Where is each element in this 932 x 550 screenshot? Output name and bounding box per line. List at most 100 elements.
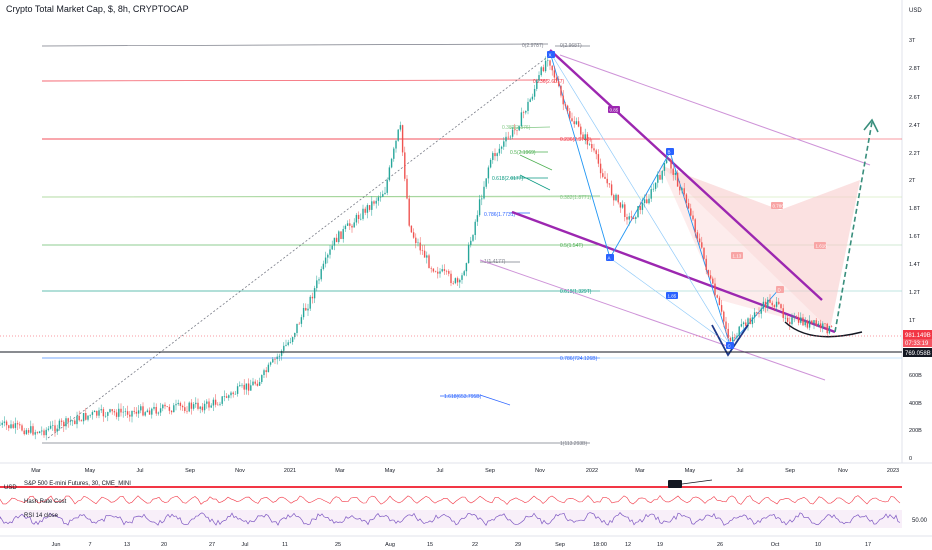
- candle-body: [426, 255, 428, 258]
- candle-body: [133, 410, 135, 412]
- candle-body: [648, 198, 650, 204]
- v-bottom-marker[interactable]: [711, 324, 749, 357]
- candle-body: [126, 411, 129, 415]
- indicator-spx-label[interactable]: S&P 500 E-mini Futures, 30, CME_MINI: [24, 481, 131, 487]
- candle-body: [366, 205, 369, 213]
- time-tick: Jul: [736, 468, 743, 474]
- candle-body: [591, 144, 593, 149]
- candle-body: [714, 283, 716, 296]
- candle-body: [573, 121, 575, 125]
- indicator-rsi-label[interactable]: RSI 14 close: [24, 513, 59, 519]
- candle-body: [344, 225, 347, 230]
- candle-body: [775, 301, 778, 307]
- candle-body: [679, 186, 681, 191]
- fib-retracement[interactable]: [41, 43, 902, 444]
- candle-body: [287, 342, 289, 345]
- candle-body: [379, 196, 382, 198]
- candle-body: [327, 254, 329, 258]
- candle-body: [485, 178, 487, 187]
- candle-body: [335, 237, 338, 243]
- candle-body: [822, 323, 824, 329]
- candle-body: [19, 424, 21, 426]
- candle-body: [637, 206, 639, 218]
- candle-body: [417, 242, 419, 244]
- candle-body: [547, 60, 549, 61]
- candle-body: [553, 70, 556, 78]
- candle-body: [474, 221, 476, 236]
- candle-body: [566, 105, 569, 112]
- price-axis-bg: [902, 0, 932, 550]
- candle-body: [476, 215, 479, 222]
- pattern-badge-label: 1.618: [816, 244, 828, 249]
- candle-body: [758, 313, 760, 314]
- channel-top-line[interactable]: [549, 49, 823, 301]
- candle-body: [830, 326, 833, 327]
- time-tick: Nov: [235, 468, 245, 474]
- price-tick: 2.4T: [909, 123, 921, 129]
- candle-body: [481, 198, 483, 200]
- candle-body: [373, 201, 375, 204]
- fib-level-label: 0.786(1.7731): [484, 212, 515, 218]
- candle-body: [60, 420, 63, 422]
- candle-body: [456, 278, 459, 283]
- trend-dotted-line[interactable]: [47, 54, 551, 439]
- rsi-pane: [0, 512, 901, 526]
- candle-body: [602, 173, 604, 177]
- candle-body: [415, 237, 417, 244]
- candle-body: [674, 172, 677, 175]
- candle-body: [448, 271, 450, 274]
- candle-body: [764, 301, 767, 308]
- harmonic-pattern-fill-2[interactable]: [660, 165, 830, 330]
- candle-body: [353, 222, 355, 228]
- price-tick: 1.6T: [909, 234, 921, 240]
- candle-body: [657, 174, 659, 183]
- candle-body: [82, 412, 85, 422]
- candle-body: [472, 235, 474, 241]
- candle-body: [527, 101, 529, 111]
- indicator-hashrate-label[interactable]: Hash Rate Cost: [24, 499, 67, 505]
- outer-channel-bottom[interactable]: [479, 259, 826, 381]
- candle-body: [652, 188, 655, 190]
- pattern-badge: [666, 292, 678, 299]
- fib-level-line[interactable]: [509, 126, 551, 129]
- candle-body: [382, 194, 384, 197]
- candle-body: [683, 188, 685, 195]
- bottom-time-axis: Jun 7 13 20 27 Jul 11 25 Aug 15 22 29 Sep 18:00 12 19 26…: [52, 542, 872, 548]
- rsi-level: 50.00: [912, 518, 928, 524]
- candle-body: [826, 323, 828, 334]
- candle-body: [762, 301, 765, 309]
- channel-bottom-line[interactable]: [511, 210, 836, 334]
- time-tick: 2023: [887, 468, 899, 474]
- fib-level-line[interactable]: [41, 79, 549, 82]
- price-tick: 2.2T: [909, 151, 921, 157]
- candle-body: [450, 273, 452, 284]
- candle-body: [230, 392, 232, 396]
- candle-body: [137, 410, 140, 414]
- projection-arrow[interactable]: [834, 121, 873, 333]
- fib-level-line[interactable]: [41, 43, 549, 47]
- candle-body: [432, 268, 435, 272]
- candle-body: [544, 60, 547, 72]
- candle-body: [52, 425, 54, 426]
- bottom-time-tick: 15: [427, 542, 433, 548]
- fib-level-label: 0.236(2.6077): [533, 79, 564, 85]
- candle-body: [199, 406, 201, 409]
- candle-body: [192, 404, 195, 409]
- pattern-badge: [771, 202, 783, 209]
- outer-channel-top[interactable]: [559, 54, 871, 166]
- candle-body: [740, 324, 743, 327]
- candle-body: [151, 408, 153, 415]
- fib-level-label: 0.382(1.8771): [560, 195, 591, 201]
- candle-body: [58, 420, 61, 429]
- candle-body: [619, 202, 622, 208]
- hashrate-line: [0, 495, 901, 505]
- candle-body: [800, 317, 802, 323]
- candle-body: [593, 148, 595, 151]
- candle-body: [241, 384, 243, 386]
- bottom-time-tick: Jul: [241, 542, 248, 548]
- candle-body: [384, 192, 386, 195]
- candle-body: [280, 350, 283, 356]
- candle-body: [131, 410, 133, 417]
- candle-body: [806, 320, 809, 328]
